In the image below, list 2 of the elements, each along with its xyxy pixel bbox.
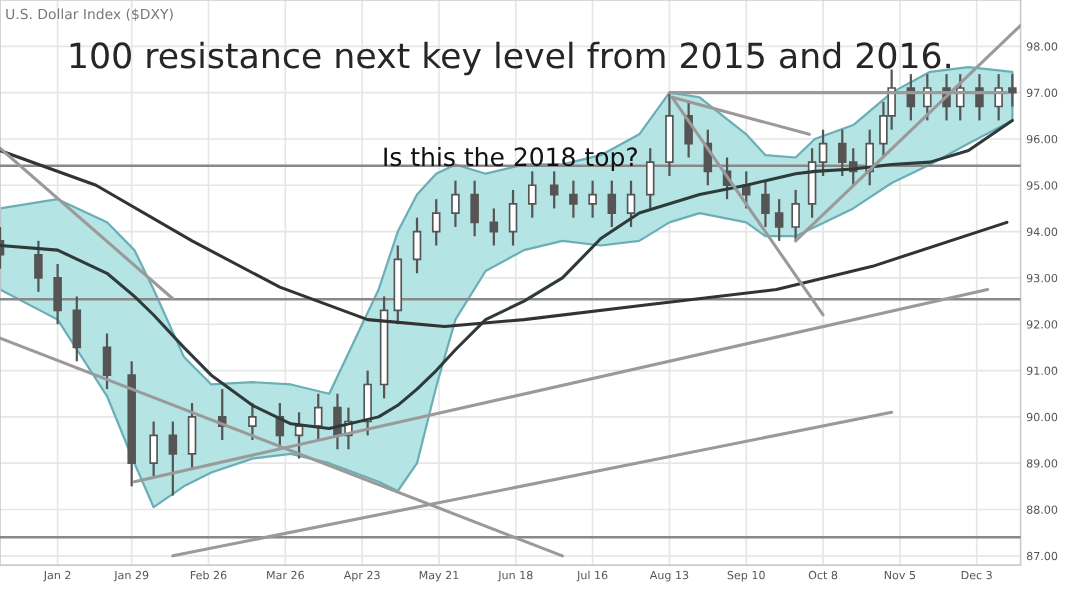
text: 100 resistance next key level from 2015 and 2016. xyxy=(70,41,950,76)
annotation: Is this the 2018 top? xyxy=(384,146,637,172)
